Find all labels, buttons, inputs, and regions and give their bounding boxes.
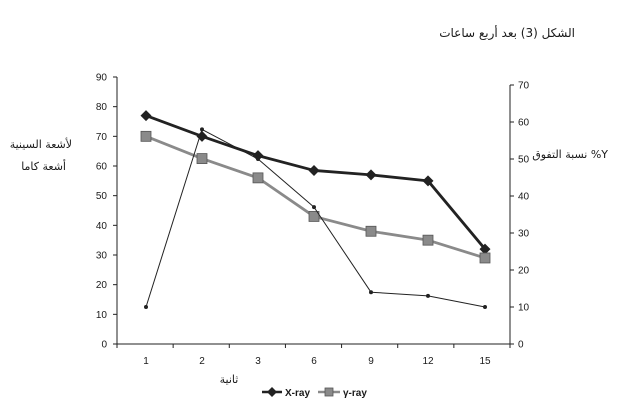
left-tick-label: 60 (96, 162, 108, 173)
right-axis-label: نسبة التفوق %Y (532, 148, 608, 161)
gamma-point (479, 252, 491, 264)
legend: X-ray γ-ray (262, 387, 367, 399)
x-tick-label: 12 (422, 356, 434, 367)
gamma-point (140, 130, 152, 142)
x-tick-label: 1 (143, 356, 149, 367)
ratio-point (426, 293, 430, 298)
left-axis-ticks: 0 10 20 30 40 50 60 70 80 90 (96, 73, 117, 351)
x-tick-label: 2 (199, 356, 205, 367)
left-tick-label: 90 (96, 73, 108, 84)
left-tick-label: 10 (96, 310, 108, 321)
right-tick-label: 10 (518, 303, 530, 314)
xray-point (479, 243, 491, 255)
x-tick-label: 6 (311, 356, 317, 367)
legend-xray-label: X-ray (285, 388, 310, 399)
gamma-point (365, 225, 377, 237)
xray-point (365, 169, 377, 181)
x-tick-label: 15 (479, 356, 491, 367)
gamma-point (196, 153, 208, 164)
left-tick-label: 40 (96, 221, 108, 232)
gamma-point (422, 234, 434, 246)
ratio-point (483, 305, 487, 309)
xray-point (422, 175, 434, 187)
left-tick-label: 30 (96, 251, 108, 262)
gamma-point (308, 211, 320, 222)
left-tick-label: 70 (96, 132, 108, 143)
left-tick-label: 20 (96, 280, 108, 291)
right-tick-label: 30 (518, 229, 530, 240)
x-axis-label: ثانية (220, 373, 239, 386)
series-line-0 (145, 114, 487, 250)
right-tick-label: 20 (518, 266, 530, 277)
right-axis-ticks: 0 10 20 30 40 50 60 70 (510, 81, 530, 351)
left-axis-label-line2: أشعة كاما (21, 159, 66, 173)
x-axis-ticks: 1 2 3 6 9 12 15 (116, 344, 511, 367)
left-tick-label: 80 (96, 102, 108, 113)
gamma-point (252, 172, 264, 184)
right-tick-label: 60 (518, 118, 530, 129)
right-tick-label: 0 (518, 340, 524, 351)
chart-title: الشكل (3) بعد أربع ساعات (439, 25, 575, 41)
xray-point (252, 150, 264, 162)
right-tick-label: 40 (518, 192, 530, 203)
left-tick-label: 50 (96, 191, 108, 202)
legend-xray-marker (267, 387, 277, 397)
right-tick-label: 70 (518, 81, 530, 92)
right-tick-label: 50 (518, 155, 530, 166)
x-tick-label: 9 (368, 356, 374, 367)
axes-group (116, 77, 511, 345)
series-layer (140, 110, 491, 309)
ratio-point (256, 157, 260, 161)
ratio-point (369, 290, 373, 295)
left-axis-label-line1: لأشعة السينية (10, 137, 72, 151)
ratio-point (144, 305, 148, 309)
xray-point (140, 110, 152, 122)
legend-gamma-label: γ-ray (343, 388, 367, 399)
ratio-point (200, 127, 204, 132)
left-tick-label: 0 (101, 340, 107, 351)
xray-point (308, 164, 320, 176)
ratio-point (312, 205, 316, 210)
x-tick-label: 3 (255, 356, 261, 367)
legend-gamma-marker (324, 387, 334, 397)
